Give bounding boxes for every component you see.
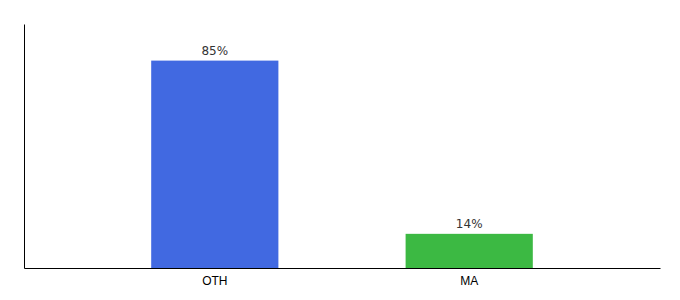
x-axis: OTH MA	[25, 269, 661, 288]
y-axis-line	[24, 25, 25, 269]
bar	[151, 61, 278, 268]
plot-area: OTH MA 85% 14%	[25, 25, 661, 288]
x-tick-label: OTH	[202, 274, 227, 288]
data-label: 85%	[201, 44, 228, 58]
chart-container: OTH MA 85% 14%	[0, 0, 680, 300]
bars	[151, 61, 533, 268]
data-label: 14%	[456, 217, 483, 231]
x-axis-line	[25, 268, 661, 269]
y-axis	[24, 25, 25, 269]
bar	[406, 234, 533, 268]
x-tick: OTH	[202, 274, 227, 288]
x-tick: MA	[460, 274, 478, 288]
data-labels: 85% 14%	[201, 44, 482, 231]
chart-svg: OTH MA 85% 14%	[0, 0, 680, 300]
x-tick-label: MA	[460, 274, 478, 288]
